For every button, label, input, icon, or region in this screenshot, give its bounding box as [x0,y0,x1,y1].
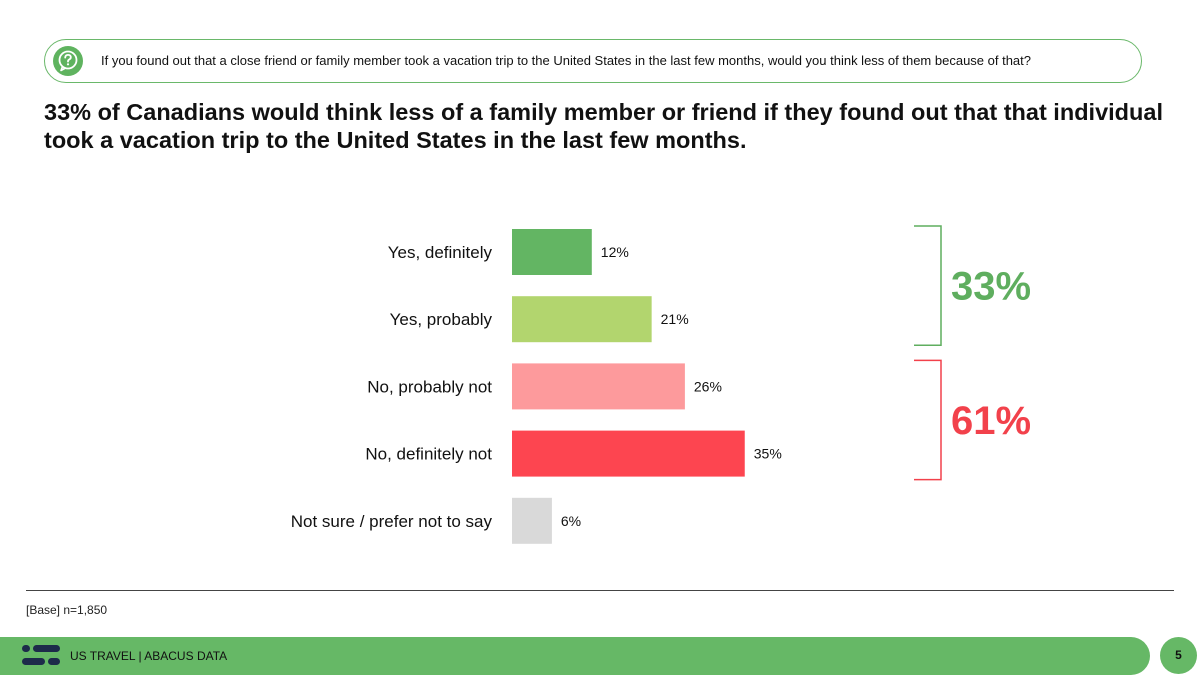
footer-bar: US TRAVEL | ABACUS DATA [0,637,1150,675]
bar [512,229,592,275]
question-text: If you found out that a close friend or … [101,53,1032,68]
data-label: 26% [694,378,722,394]
base-note: [Base] n=1,850 [26,603,108,617]
category-label: Yes, probably [390,310,493,329]
group-total-label: 33% [951,265,1031,309]
data-label: 12% [601,244,629,260]
group-bracket [914,225,942,346]
headline: 33% of Canadians would think less of a f… [44,99,1163,153]
divider [26,590,1174,591]
group-total-label: 61% [951,399,1031,443]
bar [512,296,652,343]
page-number: 5 [1160,637,1197,674]
bar-chart: Yes, definitely 12% Yes, probably 21% No, pr… [291,225,1031,544]
category-label: Not sure / prefer not to say [291,512,493,531]
category-label: No, definitely not [365,445,492,464]
bar [512,430,745,477]
category-label: Yes, definitely [388,243,493,262]
bar [512,497,552,544]
question-bubble-icon [53,46,83,76]
question-box: If you found out that a close friend or … [44,39,1142,83]
footer-text: US TRAVEL | ABACUS DATA [70,649,228,663]
data-label: 35% [754,446,782,462]
group-bracket [914,359,942,481]
data-label: 6% [561,513,581,529]
bar [512,363,685,410]
data-label: 21% [661,311,689,327]
abacus-logo-icon [22,645,60,667]
category-label: No, probably not [367,377,492,396]
